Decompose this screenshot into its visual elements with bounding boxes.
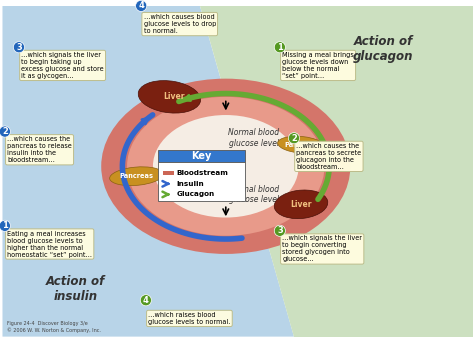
Text: Glucagon: Glucagon	[176, 191, 215, 197]
Text: …which signals the liver
to begin taking up
excess glucose and store
it as glyco: …which signals the liver to begin taking…	[21, 52, 104, 79]
Text: Missing a meal brings
glucose levels down
below the normal
“set” point…: Missing a meal brings glucose levels dow…	[282, 52, 354, 79]
Text: 4: 4	[143, 296, 149, 305]
Text: …which causes the
pancreas to secrete
glucagon into the
bloodstream…: …which causes the pancreas to secrete gl…	[296, 143, 362, 170]
FancyBboxPatch shape	[163, 171, 173, 175]
Text: Pancreas: Pancreas	[119, 173, 154, 179]
Circle shape	[101, 79, 350, 254]
Text: Bloodstream: Bloodstream	[176, 170, 228, 176]
Text: Normal blood
glucose level: Normal blood glucose level	[228, 128, 280, 148]
FancyBboxPatch shape	[158, 150, 245, 162]
Polygon shape	[200, 6, 473, 337]
Ellipse shape	[278, 136, 324, 153]
Text: Liver: Liver	[164, 92, 185, 101]
Text: …which raises blood
glucose levels to normal.: …which raises blood glucose levels to no…	[148, 312, 231, 325]
Text: Pancreas: Pancreas	[284, 142, 318, 148]
Text: Normal blood
glucose level: Normal blood glucose level	[228, 185, 280, 204]
Text: 1: 1	[2, 221, 8, 230]
Text: Figure 24-4  Discover Biology 3/e
© 2006 W. W. Norton & Company, Inc.: Figure 24-4 Discover Biology 3/e © 2006 …	[7, 321, 101, 333]
Text: …which causes blood
glucose levels to drop
to normal.: …which causes blood glucose levels to dr…	[144, 14, 216, 34]
Text: Liver: Liver	[290, 200, 312, 209]
Ellipse shape	[109, 167, 164, 186]
Text: 3: 3	[277, 226, 283, 235]
Polygon shape	[2, 6, 294, 337]
Text: 2: 2	[291, 134, 297, 143]
Ellipse shape	[274, 190, 328, 219]
Text: Insulin: Insulin	[176, 181, 204, 187]
Text: Action of
glucagon: Action of glucagon	[353, 35, 413, 63]
Text: 3: 3	[16, 43, 22, 52]
Text: …which signals the liver
to begin converting
stored glycogen into
glucose…: …which signals the liver to begin conver…	[282, 236, 362, 263]
Text: Action of
insulin: Action of insulin	[46, 275, 105, 303]
Text: 1: 1	[277, 43, 283, 52]
Text: 2: 2	[2, 127, 8, 136]
Text: Key: Key	[191, 151, 211, 161]
Text: Eating a meal increases
blood glucose levels to
higher than the normal
homeostat: Eating a meal increases blood glucose le…	[7, 231, 92, 258]
Text: …which causes the
pancreas to release
insulin into the
bloodstream…: …which causes the pancreas to release in…	[7, 136, 72, 163]
Ellipse shape	[138, 80, 201, 113]
Circle shape	[153, 115, 299, 218]
Circle shape	[127, 97, 325, 236]
Text: 4: 4	[138, 1, 144, 10]
FancyBboxPatch shape	[158, 162, 245, 201]
